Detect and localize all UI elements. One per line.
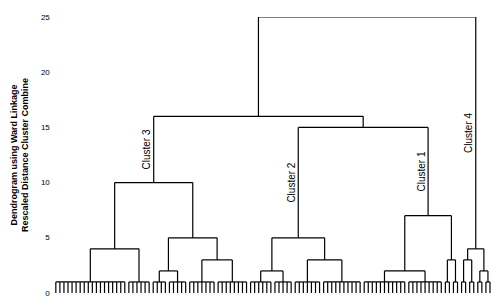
svg-text:Cluster 1: Cluster 1 xyxy=(416,151,427,191)
svg-text:Cluster 4: Cluster 4 xyxy=(463,112,474,152)
svg-text:10: 10 xyxy=(41,178,50,187)
svg-text:20: 20 xyxy=(41,68,50,77)
svg-text:Cluster 3: Cluster 3 xyxy=(141,129,152,169)
svg-text:Dendrogram using Ward Linkage: Dendrogram using Ward Linkage xyxy=(9,84,19,225)
svg-text:0: 0 xyxy=(45,289,50,298)
svg-text:Cluster 2: Cluster 2 xyxy=(286,162,297,202)
svg-text:5: 5 xyxy=(45,233,50,242)
svg-text:Rescaled Distance Cluster Comb: Rescaled Distance Cluster Combine xyxy=(20,78,30,232)
svg-text:15: 15 xyxy=(41,123,50,132)
svg-text:25: 25 xyxy=(41,13,50,22)
